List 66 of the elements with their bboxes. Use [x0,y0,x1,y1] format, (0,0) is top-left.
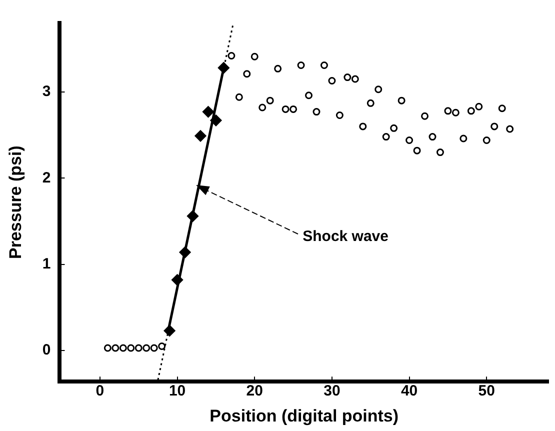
point [235,93,243,101]
point [351,75,359,83]
x-tick-label: 20 [246,382,263,400]
point [179,246,191,258]
point [127,344,135,352]
point [312,108,320,116]
point [134,344,142,352]
point [336,111,344,119]
point [187,210,199,222]
point [398,96,406,104]
point [164,324,176,336]
point [274,64,282,72]
point [390,124,398,132]
point [467,107,475,115]
point [320,61,328,69]
point [452,108,460,116]
point [172,274,184,286]
point [112,344,120,352]
point [366,99,374,107]
point [406,136,414,144]
point [202,106,214,118]
point [194,130,206,142]
point [444,107,452,115]
point [460,134,468,142]
point [210,114,222,126]
point [506,125,514,133]
y-axis-title: Pressure (psi) [6,146,25,259]
x-tick-label: 0 [96,382,104,400]
x-tick-label: 40 [400,382,418,400]
point [142,344,150,352]
x-tick-label: 30 [324,382,340,400]
y-tick-label: 2 [42,169,51,186]
point [228,52,236,60]
point [374,86,382,94]
point [498,104,506,112]
point [428,133,436,141]
point [104,344,112,352]
y-tick-label: 1 [42,256,51,273]
point [344,74,352,82]
point [490,122,498,130]
point [482,136,490,144]
point [382,133,390,141]
x-axis-title: Position (digital points) [210,406,399,426]
y-tick-label: 0 [42,342,51,359]
point [258,104,266,112]
annotation: Shock wave [302,228,389,246]
point [436,148,444,156]
point [266,96,274,104]
point [297,61,305,69]
point [119,344,127,352]
point [305,92,313,100]
point [328,77,336,85]
point [290,105,298,113]
y-tick-label: 3 [42,83,51,100]
point [421,112,429,120]
x-tick-label: 50 [478,382,495,400]
point [218,62,230,74]
point [250,52,258,60]
point [282,105,290,113]
point [158,342,166,350]
point [359,122,367,130]
point [413,146,421,154]
point [150,344,158,352]
point [243,70,251,78]
point [475,102,483,110]
x-tick-label: 10 [168,382,186,400]
